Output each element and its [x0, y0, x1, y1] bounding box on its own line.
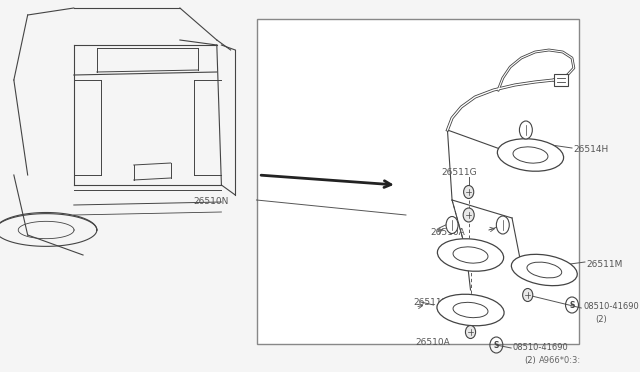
- Ellipse shape: [437, 239, 504, 271]
- Bar: [257, 19, 579, 344]
- Ellipse shape: [463, 208, 474, 222]
- Text: 26511M: 26511M: [587, 260, 623, 269]
- Text: 08510-41690: 08510-41690: [513, 343, 569, 352]
- Text: 26510A: 26510A: [415, 338, 450, 347]
- Text: 26510N: 26510N: [194, 197, 229, 206]
- Ellipse shape: [520, 121, 532, 139]
- Text: 08510-41690: 08510-41690: [583, 302, 639, 311]
- Text: S: S: [570, 301, 575, 310]
- Text: (2): (2): [524, 356, 536, 365]
- Text: A966*0:3:: A966*0:3:: [539, 356, 581, 365]
- Text: (2): (2): [595, 315, 607, 324]
- Text: 26514H: 26514H: [574, 145, 609, 154]
- Ellipse shape: [497, 139, 564, 171]
- Ellipse shape: [527, 262, 562, 278]
- Ellipse shape: [463, 186, 474, 199]
- Text: 26511M: 26511M: [413, 298, 450, 307]
- Ellipse shape: [453, 247, 488, 263]
- Ellipse shape: [497, 216, 509, 234]
- Ellipse shape: [453, 302, 488, 318]
- Bar: [554, 74, 568, 86]
- Ellipse shape: [523, 289, 532, 301]
- Ellipse shape: [437, 294, 504, 326]
- Ellipse shape: [465, 326, 476, 339]
- Ellipse shape: [511, 254, 577, 286]
- Text: 26511G: 26511G: [441, 168, 477, 177]
- Ellipse shape: [513, 147, 548, 163]
- Text: S: S: [493, 340, 499, 350]
- Text: 26510A: 26510A: [430, 228, 465, 237]
- Ellipse shape: [446, 217, 458, 234]
